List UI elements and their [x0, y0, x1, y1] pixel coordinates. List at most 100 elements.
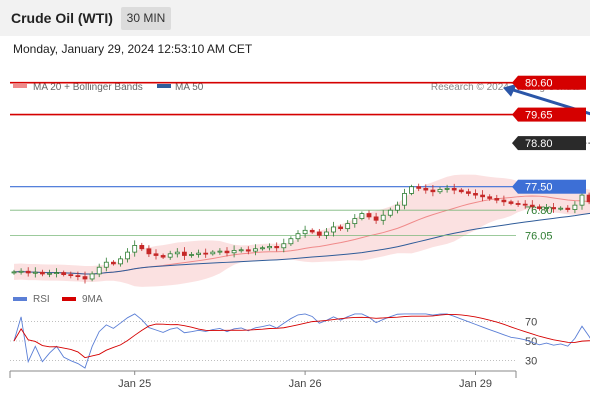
candle-body: [480, 194, 486, 198]
current-price-tag: 78.80: [512, 136, 586, 151]
candle-body: [210, 251, 216, 255]
candle-body: [174, 251, 180, 255]
candle-body: [132, 245, 138, 253]
ma50-line: [13, 212, 590, 275]
candle-body: [47, 272, 52, 275]
candle-body: [32, 271, 38, 274]
candle-body: [409, 186, 415, 194]
candle-body: [551, 207, 556, 210]
candle-body: [338, 226, 344, 230]
candle-body: [529, 204, 535, 208]
level-tag-77.50: 77.50: [512, 179, 586, 194]
candle-body: [217, 250, 223, 253]
candle-body: [54, 272, 59, 274]
candle-body: [118, 258, 123, 265]
level-tag-76.05-text: 76.05: [525, 230, 553, 242]
level-tag-76.80-text: 76.80: [525, 205, 553, 217]
current-price-tag-text: 78.80: [525, 138, 553, 150]
candle-body: [153, 253, 159, 256]
candle-body: [167, 253, 173, 258]
candle-body: [394, 204, 400, 211]
candle-body: [565, 207, 571, 210]
candle-body: [196, 252, 202, 255]
candle-body: [323, 231, 329, 236]
candle-body: [373, 216, 379, 221]
candle-body: [515, 203, 521, 205]
rsi-tick-70: 70: [525, 317, 537, 329]
candle-body: [252, 248, 258, 252]
candle-body: [25, 270, 31, 274]
candle-body: [40, 271, 45, 275]
candle-body: [139, 245, 145, 250]
candle-body: [103, 261, 109, 268]
candle-body: [224, 250, 230, 254]
level-tag-80.60-text: 80.60: [525, 78, 553, 90]
legend-swatch-rsi: [13, 297, 27, 301]
candle-body: [260, 247, 265, 250]
candle-body: [75, 275, 81, 278]
x-tick-label: Jan 25: [118, 378, 151, 390]
candle-body: [544, 207, 549, 209]
candle-body: [125, 251, 130, 260]
candle-body: [423, 187, 429, 191]
candle-body: [203, 252, 209, 255]
candle-body: [160, 255, 166, 258]
rsi-tick-30: 30: [525, 355, 537, 367]
level-tag-76.05: 76.05: [525, 230, 553, 242]
legend-swatch-ma50: [157, 84, 171, 88]
level-tag-79.65-box: [518, 107, 586, 122]
legend-label-ma20: MA 20 + Bollinger Bands: [33, 82, 143, 93]
candle-body: [82, 276, 88, 280]
rsi-ma-line: [13, 313, 590, 359]
candle-body: [487, 196, 493, 199]
candle-body: [537, 206, 542, 209]
level-tag-80.60: 80.60: [512, 75, 586, 90]
candle-body: [444, 187, 450, 190]
x-tick-label: Jan 29: [459, 378, 492, 390]
x-tick-label: Jan 26: [289, 378, 322, 390]
legend-label-rsi: RSI: [33, 294, 50, 305]
candle-body: [458, 189, 464, 193]
candle-body: [402, 193, 407, 206]
legend-label-ma50: MA 50: [175, 82, 204, 93]
candle-body: [331, 226, 336, 233]
candle-body: [245, 249, 251, 252]
candle-body: [579, 194, 585, 206]
candle-body: [508, 201, 514, 204]
candle-body: [68, 274, 74, 277]
timeframe-badge[interactable]: 30 MIN: [121, 7, 171, 30]
candle-body: [302, 229, 308, 235]
candle-body: [430, 189, 436, 193]
candle-body: [522, 203, 528, 206]
target-arrow-head: [503, 83, 517, 97]
candle-body: [89, 273, 95, 280]
candle-body: [345, 223, 351, 230]
candle-body: [18, 270, 24, 273]
candle-body: [181, 251, 187, 256]
candle-body: [274, 246, 280, 249]
candle-body: [380, 214, 386, 221]
candle-body: [231, 250, 237, 254]
instrument-title: Crude Oil (WTI): [11, 10, 113, 26]
candle-body: [281, 243, 287, 249]
candle-body: [451, 187, 457, 191]
candle-body: [465, 191, 471, 194]
candle-body: [501, 199, 507, 203]
candle-body: [316, 231, 322, 236]
candle-body: [96, 266, 102, 275]
legend-swatch-ma20: [13, 84, 27, 88]
candle-body: [416, 186, 422, 189]
candle-body: [352, 218, 358, 225]
candle-body: [288, 238, 294, 245]
legend-swatch-rsi-ma: [62, 297, 76, 301]
candle-body: [267, 246, 273, 249]
candle-body: [586, 194, 590, 203]
level-tag-77.50-text: 77.50: [525, 182, 553, 194]
candle-body: [146, 248, 152, 255]
bollinger-band-area: [14, 174, 590, 287]
legend-label-rsi-ma: 9MA: [82, 294, 103, 305]
current-price-tag-pointer: [512, 136, 518, 151]
level-tag-79.65-pointer: [512, 107, 518, 122]
level-tag-77.50-pointer: [512, 179, 518, 194]
candle-body: [309, 229, 315, 233]
